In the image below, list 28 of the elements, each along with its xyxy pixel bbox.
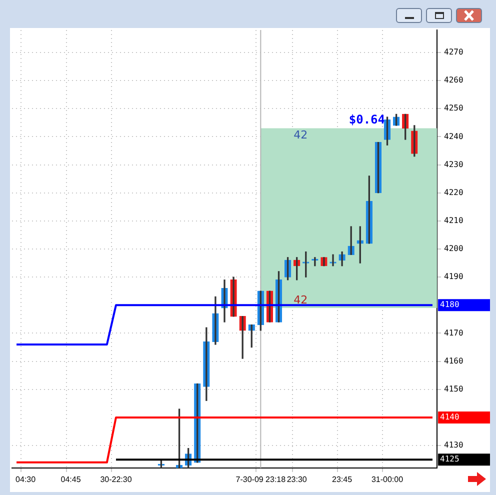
data-label: 4140: [440, 412, 460, 422]
y-tick-label: 4250: [444, 104, 464, 113]
y-tick-label: 4260: [444, 76, 464, 85]
x-tick-label: 04:30: [16, 475, 36, 484]
y-tick-label: 4210: [444, 216, 464, 225]
x-tick-label: 23:30: [286, 475, 308, 484]
band-label: $0.64: [348, 112, 385, 126]
annotation: 42: [294, 128, 308, 142]
y-tick-label: 4170: [444, 328, 464, 338]
y-tick-label: 4190: [444, 272, 464, 282]
y-tick-label: 4130: [444, 440, 464, 450]
y-tick-label: 4160: [444, 356, 464, 366]
candlestick: [302, 251, 310, 278]
data-label: 4125: [440, 454, 460, 464]
x-tick-label: 7-30-09 23:18: [236, 475, 286, 484]
y-tick-label: 4200: [444, 244, 464, 254]
x-tick-label: 04:45: [60, 475, 82, 484]
x-tick-label: 30-22:30: [100, 475, 132, 484]
candlestick: [330, 254, 336, 266]
x-tick-label: 31-00:00: [371, 475, 404, 484]
annotation: 42: [294, 293, 308, 306]
x-tick-label: 23:45: [332, 475, 353, 484]
y-tick-label: 4270: [444, 48, 464, 57]
y-tick-label: 4220: [444, 188, 464, 197]
data-label: 4180: [440, 300, 460, 310]
y-tick-label: 4230: [444, 160, 464, 169]
y-tick-label: 4240: [444, 132, 464, 141]
y-tick-label: 4150: [444, 384, 464, 394]
